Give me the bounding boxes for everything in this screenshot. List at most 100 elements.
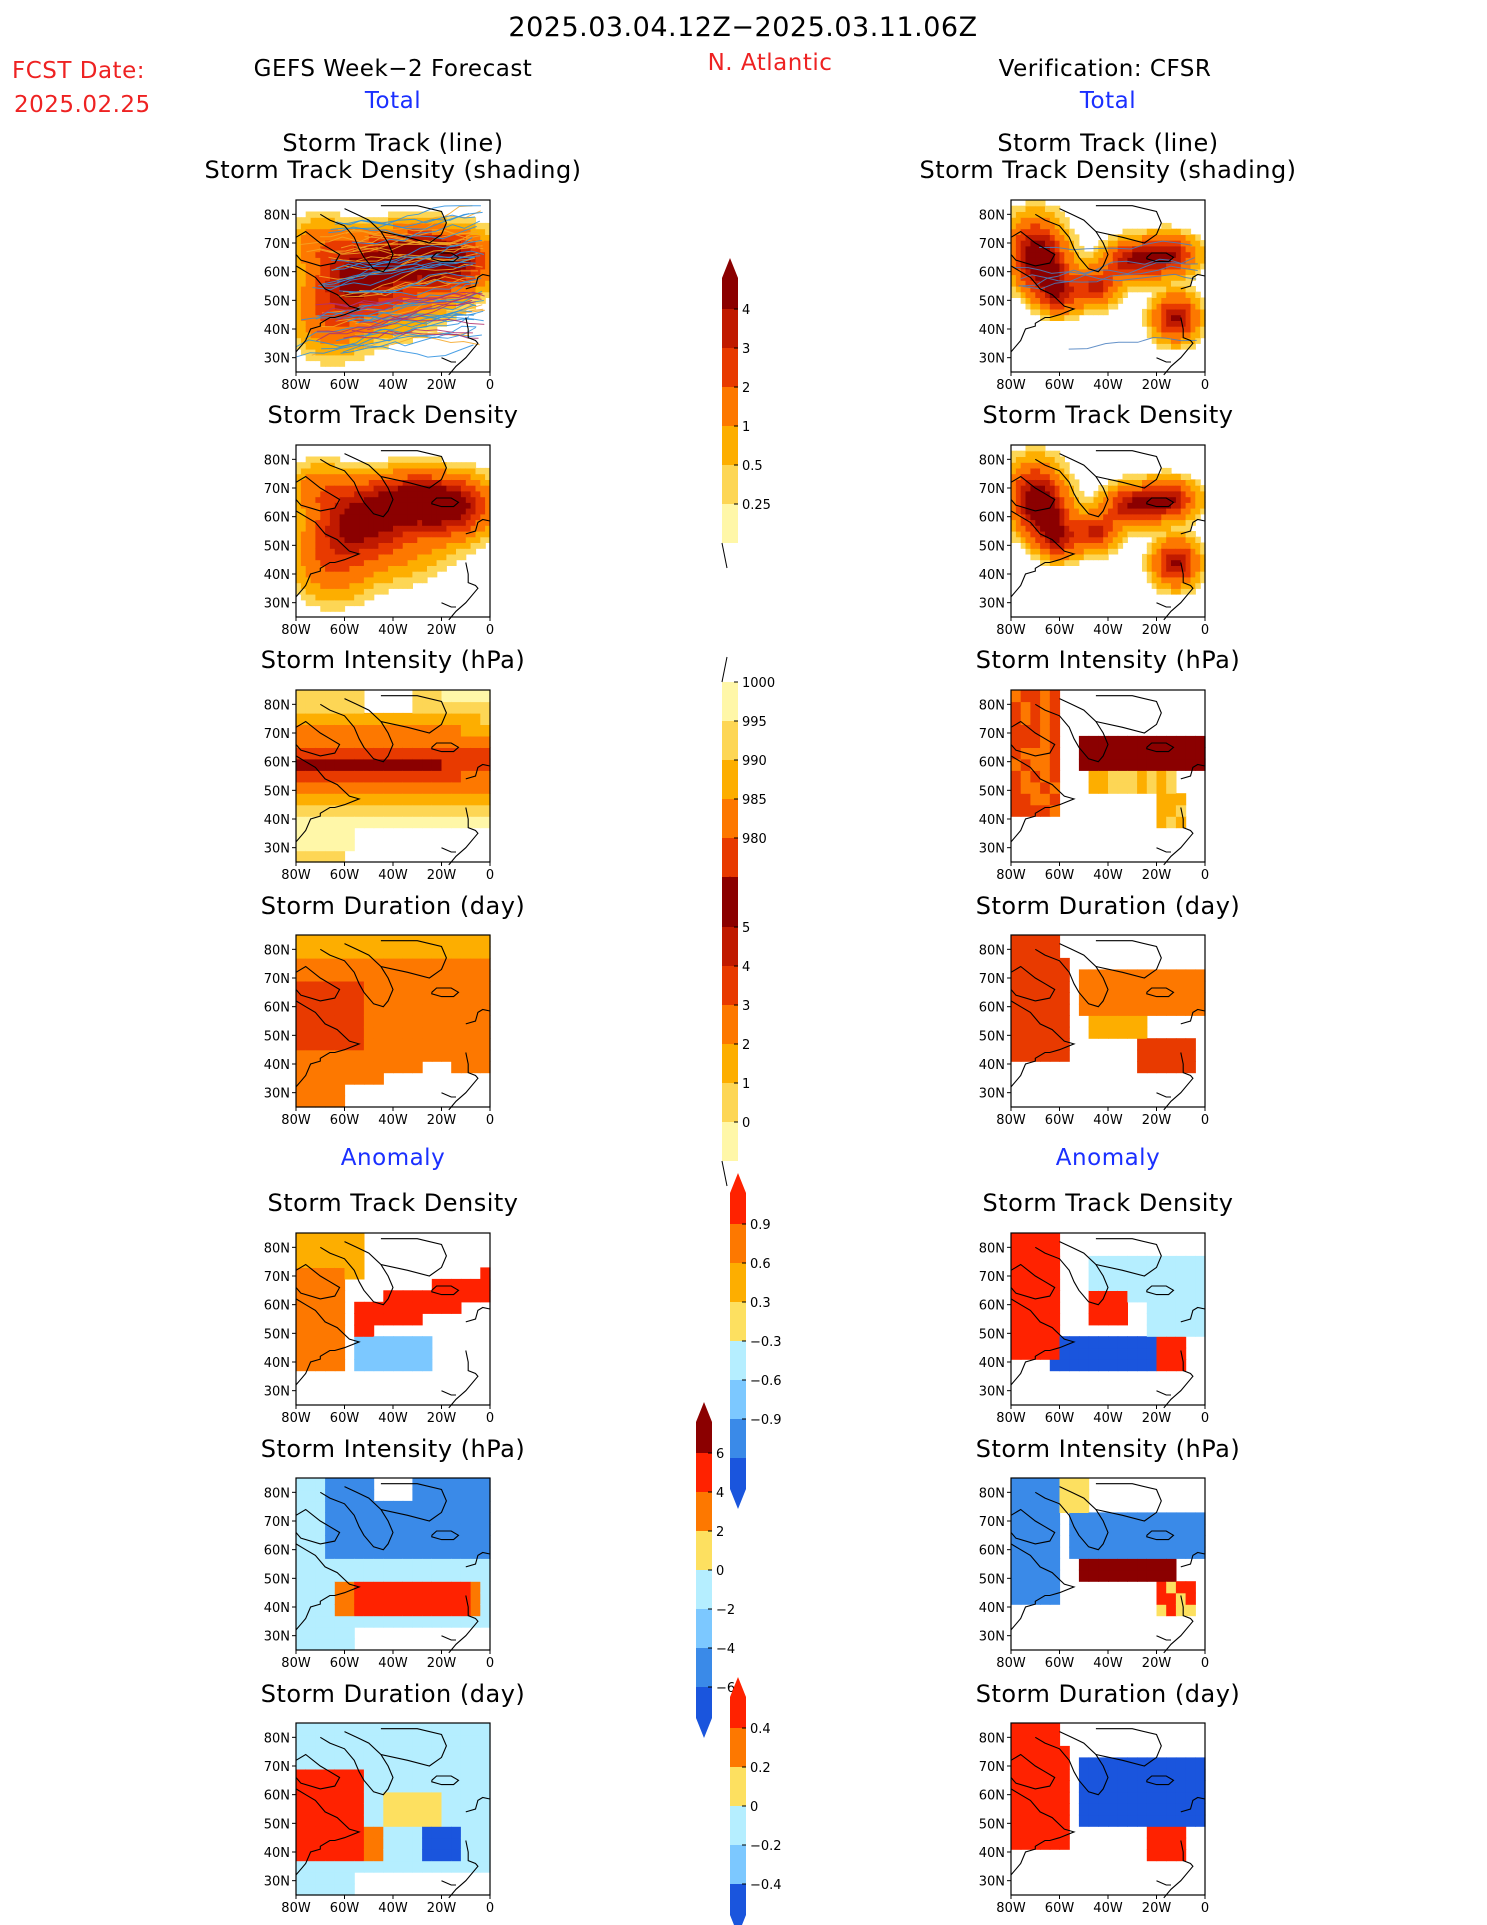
grid-cell [320,360,326,367]
grid-cell [296,286,302,293]
grid-cell [1156,1336,1167,1349]
grid-cell [296,257,302,264]
coastline-6 [1163,317,1194,376]
grid-cell [470,804,481,817]
grid-cell [378,217,384,224]
grid-cell [378,571,384,578]
grid-cell [383,582,389,589]
grid-cell [1185,1324,1196,1337]
grid-cell [422,502,428,509]
grid-cell [344,502,350,509]
grid-cell [431,946,443,959]
grid-cell [325,1581,336,1594]
grid-cell [1093,286,1099,293]
grid-cell [412,1500,423,1513]
grid-cell [349,508,355,515]
grid-cell [1040,268,1046,276]
grid-cell [1049,992,1061,1005]
grid-cell [329,337,336,344]
grid-cell [422,1301,433,1314]
grid-cell [1015,263,1022,270]
grid-cell [1175,588,1182,595]
grid-cell [1185,320,1192,327]
grid-cell [349,485,355,492]
y-tick-label: 80N [979,943,1005,958]
grid-cell [441,690,452,703]
grid-cell [427,531,433,538]
grid-cell [339,525,346,532]
grid-cell [339,349,346,356]
grid-cell [456,228,462,235]
storm-track-line [316,318,485,334]
grid-cell [1020,1267,1031,1280]
grid-cell [475,228,481,235]
grid-cell [344,724,355,737]
grid-cell [373,531,379,538]
grid-cell [344,531,350,538]
grid-cell [305,320,312,327]
grid-cell [315,712,326,725]
grid-cell [1175,308,1182,316]
grid-cell [334,1244,346,1257]
grid-cell [1127,473,1133,480]
grid-cell [1078,548,1085,555]
coastline-6 [1163,1350,1194,1409]
grid-cell [480,1015,491,1028]
grid-cell [407,297,413,304]
grid-cell [325,360,331,367]
grid-cell [1093,490,1099,498]
grid-cell [1020,1592,1031,1605]
grid-cell [373,536,379,543]
grid-cell [485,467,491,475]
grid-cell [1146,781,1158,794]
grid-cell [354,565,360,572]
grid-cell [1078,1478,1090,1491]
grid-cell [383,245,389,253]
grid-cell [456,234,462,241]
grid-cell [373,337,379,344]
grid-cell [363,816,375,829]
grid-cell [1137,1049,1148,1062]
grid-cell [1185,576,1192,584]
grid-cell [1108,1569,1119,1582]
grid-cell [407,263,413,270]
grid-cell [373,582,379,589]
coastline-0 [295,265,361,353]
grid-cell [1059,314,1065,321]
grid-cell [329,222,336,230]
grid-cell [1151,536,1158,543]
grid-cell [368,257,375,264]
grid-cell [334,1523,346,1536]
grid-cell [446,536,452,543]
grid-cell [334,690,346,703]
grid-cell [363,565,370,572]
grid-cell [422,291,428,298]
storm-track-line [328,297,480,308]
grid-cell [349,297,355,304]
grid-cell [412,1604,423,1617]
grid-cell [402,485,409,492]
grid-cell [1146,1255,1158,1268]
grid-cell [339,245,346,253]
grid-cell [460,957,472,970]
grid-cell [354,1324,365,1337]
grid-cell [412,1558,423,1571]
grid-cell [296,1569,307,1582]
grid-cell [368,502,375,509]
grid-cell [296,980,307,993]
grid-cell [1059,217,1065,224]
grid-cell [354,1489,365,1502]
grid-cell [310,320,317,327]
grid-cell [422,473,428,480]
grid-cell [397,240,404,247]
grid-cell [296,701,307,714]
grid-cell [1011,473,1017,480]
grid-cell [1078,490,1085,498]
grid-cell [441,1592,452,1605]
grid-cell [1045,297,1051,304]
grid-cell [349,354,355,362]
grid-cell [1108,263,1114,270]
grid-cell [1146,735,1158,748]
grid-cell [1088,274,1094,281]
